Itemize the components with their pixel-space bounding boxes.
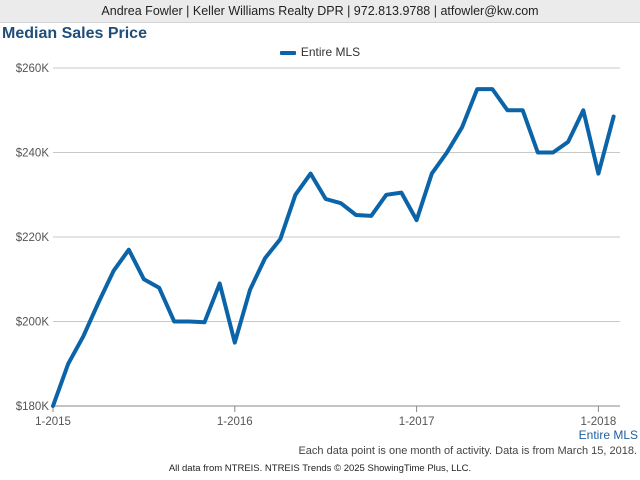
axes: [52, 405, 620, 412]
x-tick-labels: 1-2015 1-2016 1-2017 1-2018: [35, 416, 616, 428]
gridlines: [53, 67, 620, 322]
legend-label-entire-mls: Entire MLS: [300, 45, 361, 59]
y-tick-labels: $180K $200K $220K $240K $260K: [16, 63, 50, 413]
agent-info-text: Andrea Fowler | Keller Williams Realty D…: [101, 4, 539, 18]
x-tick-label: 1-2016: [217, 416, 253, 428]
series-lines: [51, 87, 616, 408]
y-tick-label: $220K: [16, 232, 50, 244]
x-tick-label: 1-2017: [399, 416, 435, 428]
series-line-entire-mls: [51, 87, 616, 408]
chart-title: Median Sales Price: [2, 25, 147, 42]
legend-swatch-entire-mls: [279, 50, 296, 55]
source-credit: All data from NTREIS. NTREIS Trends © 20…: [168, 463, 472, 474]
footnote: Each data point is one month of activity…: [298, 445, 637, 457]
x-tick-label: 1-2018: [580, 416, 616, 428]
x-tick-label: 1-2015: [35, 416, 71, 428]
y-tick-label: $200K: [16, 317, 50, 329]
agent-info-bar: Andrea Fowler | Keller Williams Realty D…: [0, 0, 640, 23]
series-end-label: Entire MLS: [578, 428, 638, 442]
y-tick-label: $260K: [16, 63, 50, 75]
chart-legend: Entire MLS: [0, 45, 640, 59]
y-tick-label: $180K: [16, 401, 50, 413]
y-tick-label: $240K: [16, 148, 50, 160]
